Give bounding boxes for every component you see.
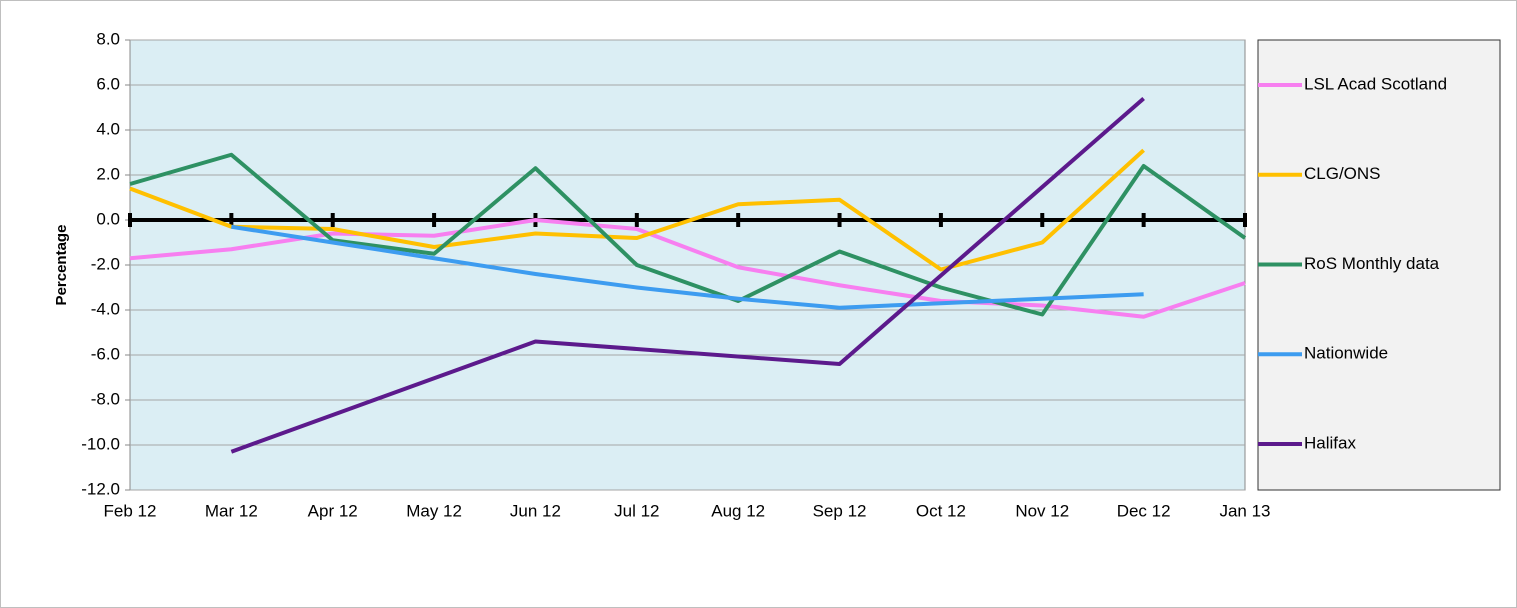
x-tick-label: Jan 13 — [1219, 501, 1270, 520]
x-tick-label: Oct 12 — [916, 501, 966, 520]
series-line — [129, 218, 1246, 319]
y-axis-label: Percentage — [53, 225, 70, 306]
series-line — [230, 96, 1145, 454]
y-tick-label: 8.0 — [96, 29, 120, 48]
y-tick-label: -6.0 — [91, 344, 120, 363]
legend-label: LSL Acad Scotland — [1304, 74, 1447, 93]
x-tick-label: Sep 12 — [813, 501, 867, 520]
y-tick-label: 4.0 — [96, 119, 120, 138]
x-tick-label: Mar 12 — [205, 501, 258, 520]
y-tick-label: -8.0 — [91, 389, 120, 408]
x-tick-label: Dec 12 — [1117, 501, 1171, 520]
legend-label: CLG/ONS — [1304, 164, 1381, 183]
y-tick-label: -10.0 — [81, 434, 120, 453]
series-line — [129, 148, 1145, 272]
y-tick-label: 2.0 — [96, 164, 120, 183]
series-line — [231, 224, 1144, 310]
series-line — [129, 152, 1247, 317]
legend-label: Halifax — [1304, 433, 1356, 452]
legend-label: RoS Monthly data — [1304, 254, 1440, 273]
y-tick-label: -4.0 — [91, 299, 120, 318]
x-tick-label: May 12 — [406, 501, 462, 520]
x-tick-label: Nov 12 — [1015, 501, 1069, 520]
x-tick-label: Jun 12 — [510, 501, 561, 520]
x-tick-label: Aug 12 — [711, 501, 765, 520]
y-tick-label: 0.0 — [96, 209, 120, 228]
x-tick-label: Feb 12 — [104, 501, 157, 520]
legend-label: Nationwide — [1304, 344, 1388, 363]
y-tick-label: -2.0 — [91, 254, 120, 273]
x-tick-label: Apr 12 — [308, 501, 358, 520]
x-tick-label: Jul 12 — [614, 501, 659, 520]
y-tick-label: -12.0 — [81, 479, 120, 498]
y-tick-label: 6.0 — [96, 74, 120, 93]
